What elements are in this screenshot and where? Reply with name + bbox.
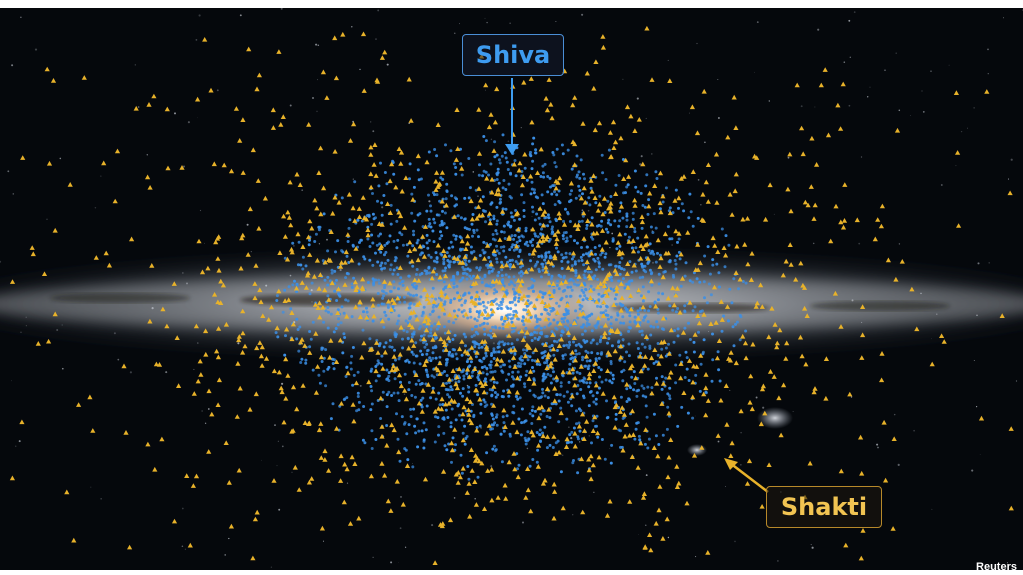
milky-way-star-map bbox=[0, 8, 1023, 570]
shiva-label: Shiva bbox=[462, 34, 564, 76]
photo-credit: Reuters bbox=[976, 561, 1017, 573]
small-magellanic-cloud bbox=[687, 444, 707, 456]
shakti-yellow-triangles bbox=[9, 25, 1014, 565]
shakti-pointer-arrow bbox=[724, 458, 769, 493]
shakti-label: Shakti bbox=[766, 486, 882, 528]
large-magellanic-cloud bbox=[757, 407, 793, 429]
shiva-pointer-arrow bbox=[505, 78, 519, 155]
galaxy-illustration bbox=[0, 8, 1023, 570]
